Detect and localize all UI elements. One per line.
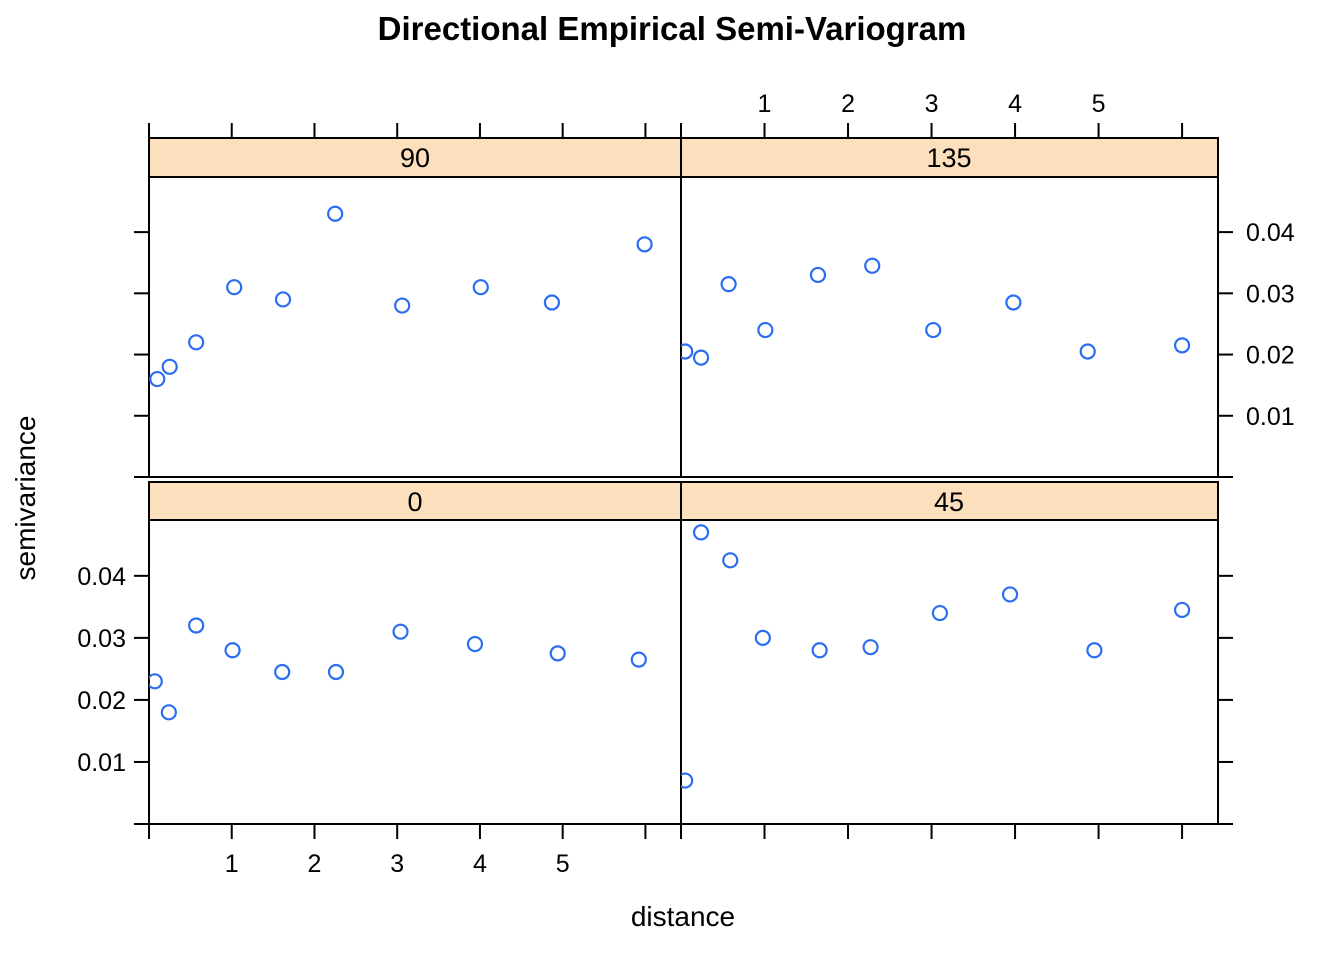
panel-135 — [680, 176, 1219, 478]
y-tick-label: 0.03 — [77, 625, 126, 653]
data-point — [327, 205, 344, 222]
data-point — [681, 772, 694, 789]
data-point — [864, 257, 881, 274]
data-point — [224, 642, 241, 659]
chart-title: Directional Empirical Semi-Variogram — [377, 10, 967, 47]
y-tick-label: 0.02 — [77, 687, 126, 715]
x-tick-label: 1 — [758, 90, 772, 118]
data-point — [1173, 601, 1191, 619]
data-point — [160, 704, 177, 721]
data-point — [274, 663, 291, 681]
data-point — [811, 642, 828, 659]
x-axis-label: distance — [630, 901, 736, 932]
panel-90 — [148, 176, 682, 478]
data-point — [394, 297, 411, 314]
data-point — [149, 370, 166, 388]
data-point — [754, 629, 771, 646]
y-tick-label: 0.01 — [77, 749, 126, 777]
data-point — [1086, 642, 1103, 659]
y-tick-label: 0.03 — [1246, 280, 1295, 308]
data-point — [1001, 586, 1019, 603]
strip-label-45: 45 — [934, 487, 964, 517]
data-point — [392, 623, 409, 640]
data-point — [327, 663, 345, 681]
y-tick-label: 0.04 — [1246, 219, 1295, 247]
data-point — [188, 617, 205, 634]
x-tick-label: 3 — [925, 90, 939, 118]
points-group-0 — [149, 617, 647, 721]
x-tick-label: 4 — [473, 850, 487, 878]
panel-45 — [680, 519, 1219, 825]
data-point — [149, 673, 163, 690]
data-point — [161, 358, 178, 375]
data-point — [274, 291, 292, 308]
data-point — [636, 236, 653, 253]
data-point — [757, 321, 774, 339]
data-point — [720, 276, 737, 293]
x-tick-label: 5 — [1092, 90, 1106, 118]
x-tick-label: 1 — [225, 850, 239, 878]
data-point — [692, 524, 710, 541]
strip-45 — [680, 481, 1219, 521]
data-point — [226, 279, 243, 296]
data-point — [722, 552, 739, 569]
ticks-and-points: 1 2 3 4 50.010.020.030.041 2 3 4 50.010.020.030.… — [77, 90, 1294, 878]
strip-135 — [680, 137, 1219, 178]
points-group-45 — [681, 524, 1191, 789]
y-tick-label: 0.02 — [1246, 342, 1295, 370]
x-tick-label: 3 — [390, 850, 404, 878]
data-point — [1173, 337, 1191, 354]
data-point — [472, 279, 489, 296]
x-tick-label: 5 — [556, 850, 570, 878]
data-point — [931, 604, 948, 622]
y-tick-label: 0.01 — [1246, 403, 1295, 431]
data-point — [809, 266, 827, 284]
x-tick-label: 2 — [841, 90, 855, 118]
strip-label-135: 135 — [926, 143, 971, 173]
data-point — [630, 651, 647, 668]
data-point — [925, 321, 942, 339]
data-point — [466, 635, 484, 653]
y-tick-label: 0.04 — [77, 563, 126, 591]
data-point — [549, 645, 566, 662]
data-point — [692, 349, 710, 366]
data-point — [543, 294, 561, 311]
x-tick-label: 2 — [308, 850, 322, 878]
data-point — [1005, 294, 1022, 311]
data-point — [188, 334, 205, 351]
points-group-90 — [149, 205, 653, 388]
x-tick-label: 4 — [1008, 90, 1022, 118]
strip-90 — [148, 137, 682, 178]
data-point — [1079, 343, 1096, 360]
points-group-135 — [681, 257, 1191, 366]
data-point — [681, 343, 694, 360]
data-point — [862, 639, 879, 656]
panel-0 — [148, 519, 682, 825]
strip-label-0: 0 — [407, 487, 422, 517]
strip-label-90: 90 — [400, 143, 430, 173]
